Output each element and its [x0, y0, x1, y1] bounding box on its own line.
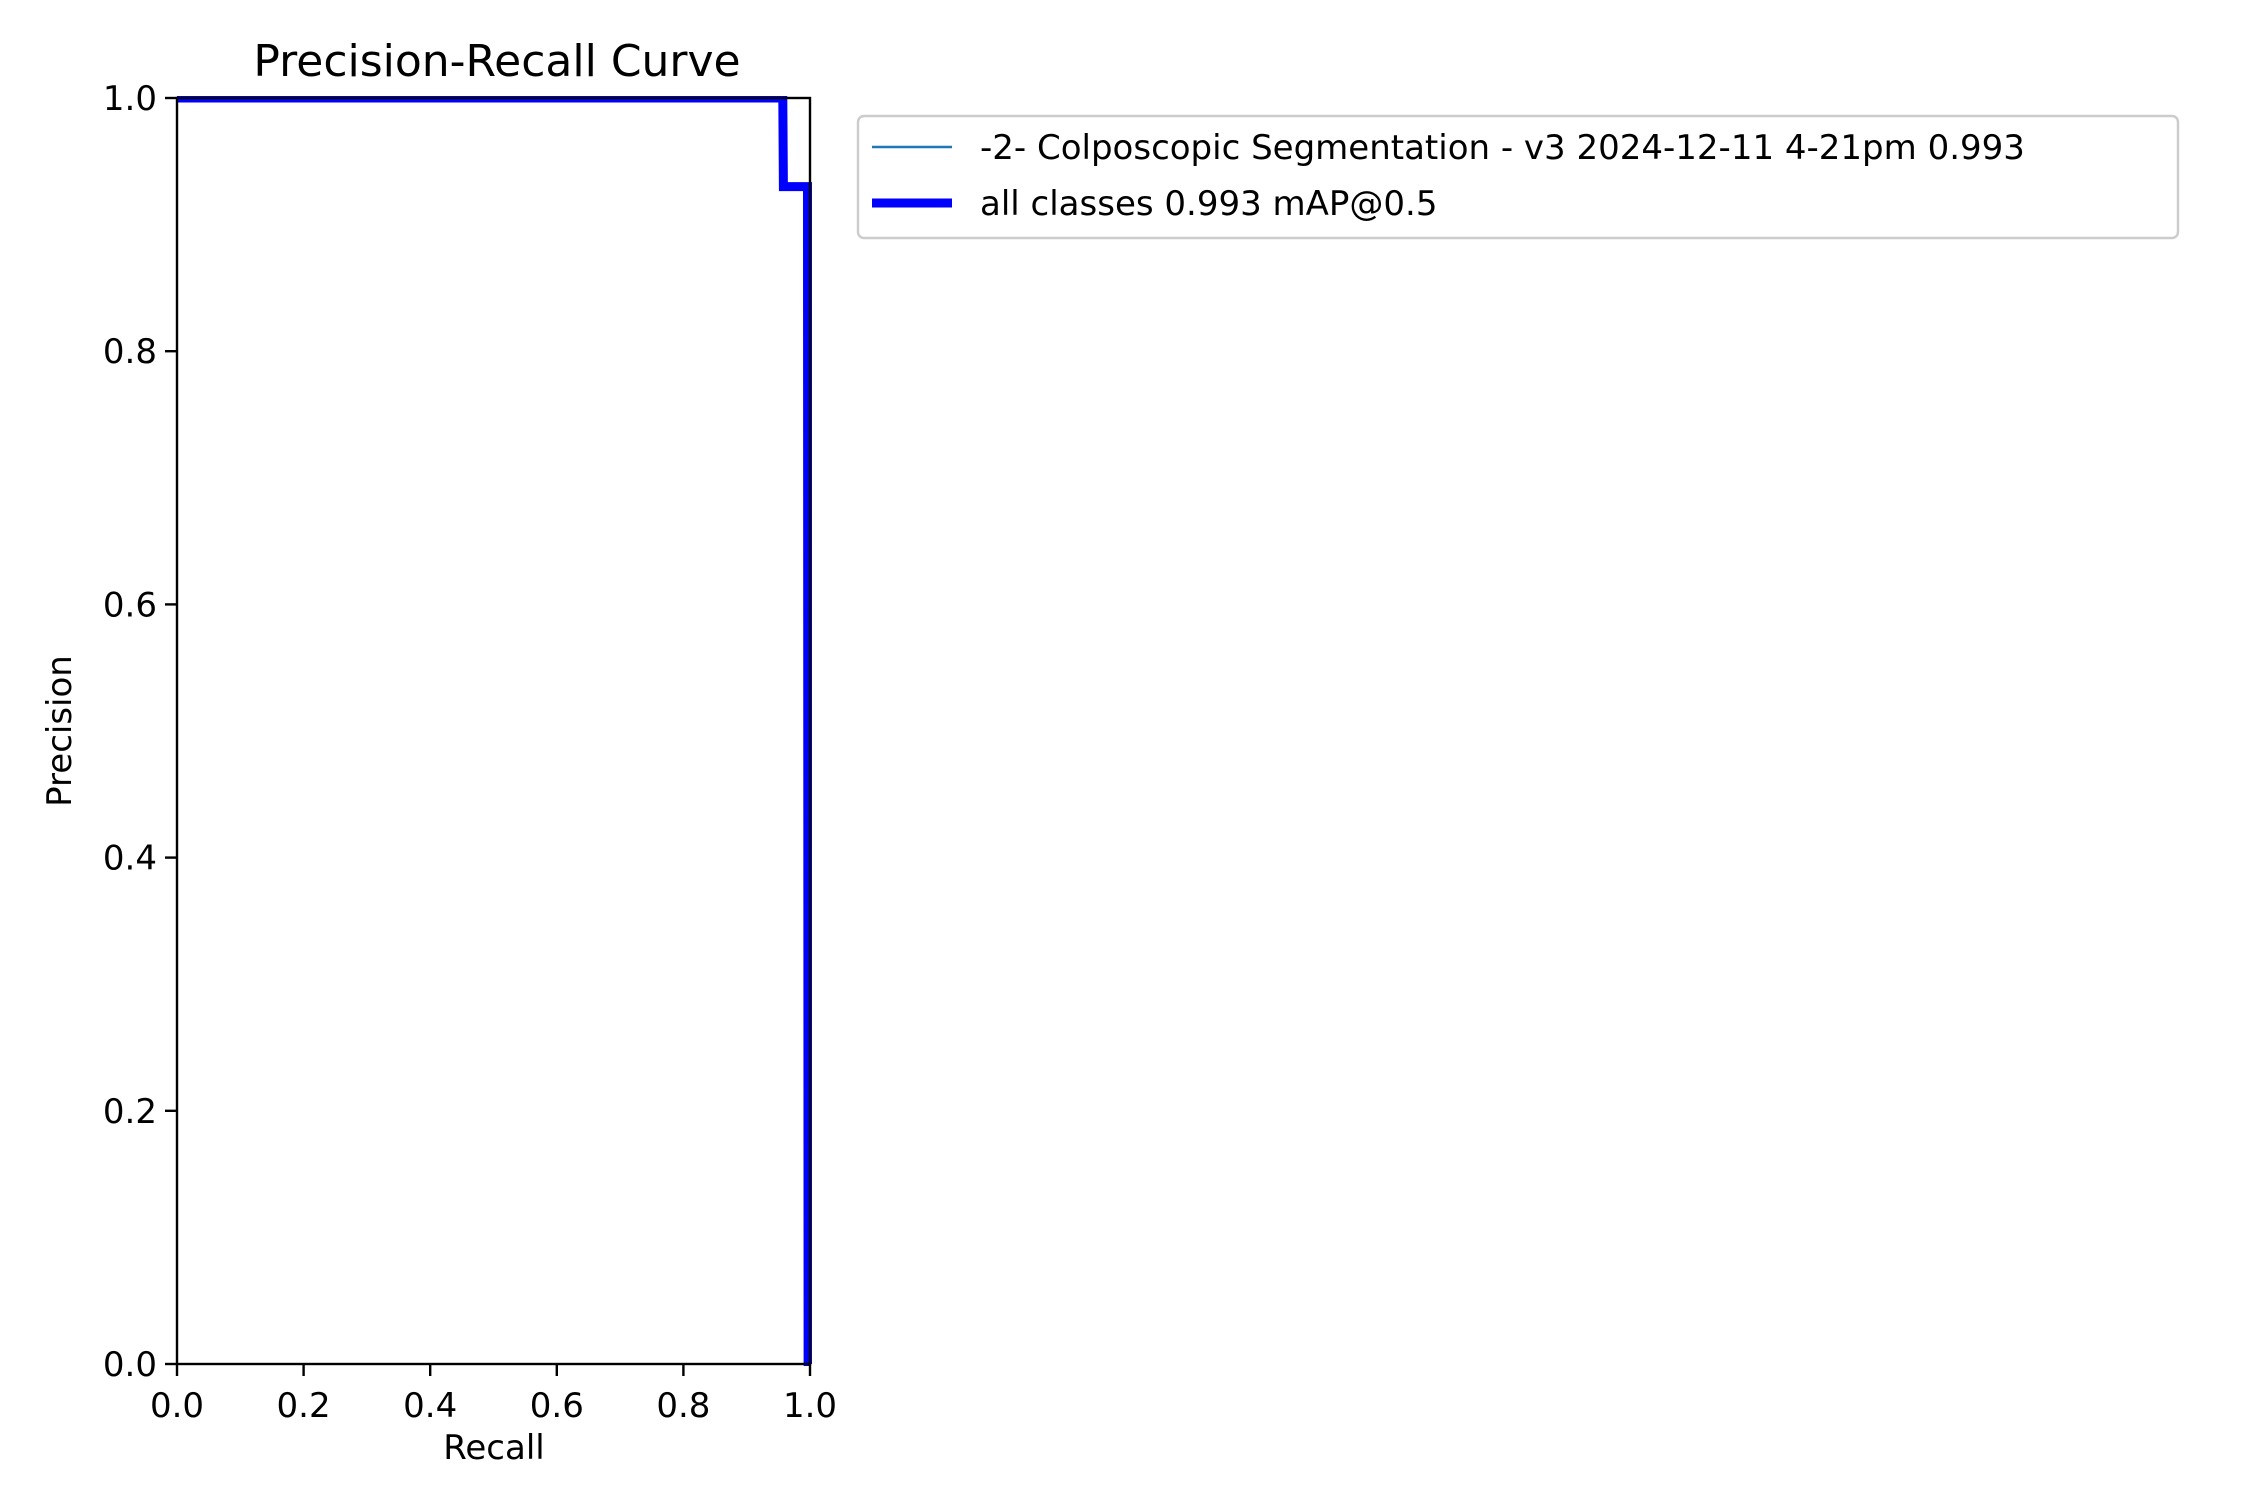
plot-frame	[175, 96, 812, 1366]
legend-frame	[856, 114, 2180, 240]
legend-label-all-classes: all classes 0.993 mAP@0.5	[980, 184, 1437, 224]
x-tick-label: 1.0	[783, 1386, 837, 1426]
legend-label-class: -2- Colposcopic Segmentation - v3 2024-1…	[980, 128, 2025, 168]
chart-title: Precision-Recall Curve	[253, 36, 740, 87]
x-axis-ticks: 0.0 0.2 0.4 0.6 0.8 1.0	[150, 1364, 837, 1426]
y-axis-ticks: 0.0 0.2 0.4 0.6 0.8 1.0	[103, 79, 177, 1385]
y-tick-label: 0.4	[103, 839, 157, 879]
x-axis-title: Recall	[443, 1428, 544, 1468]
x-tick-label: 0.4	[403, 1386, 457, 1426]
y-tick-label: 0.0	[103, 1345, 157, 1385]
y-tick-label: 0.8	[103, 332, 157, 372]
y-tick-label: 0.6	[103, 585, 157, 625]
y-tick-label: 1.0	[103, 79, 157, 119]
x-tick-label: 0.2	[277, 1386, 331, 1426]
x-tick-label: 0.6	[530, 1386, 584, 1426]
x-tick-label: 0.8	[656, 1386, 710, 1426]
y-axis-title: Precision	[40, 655, 80, 807]
y-tick-label: 0.2	[103, 1092, 157, 1132]
plot-area	[175, 96, 812, 1366]
x-tick-label: 0.0	[150, 1386, 204, 1426]
legend: -2- Colposcopic Segmentation - v3 2024-1…	[856, 114, 2180, 240]
